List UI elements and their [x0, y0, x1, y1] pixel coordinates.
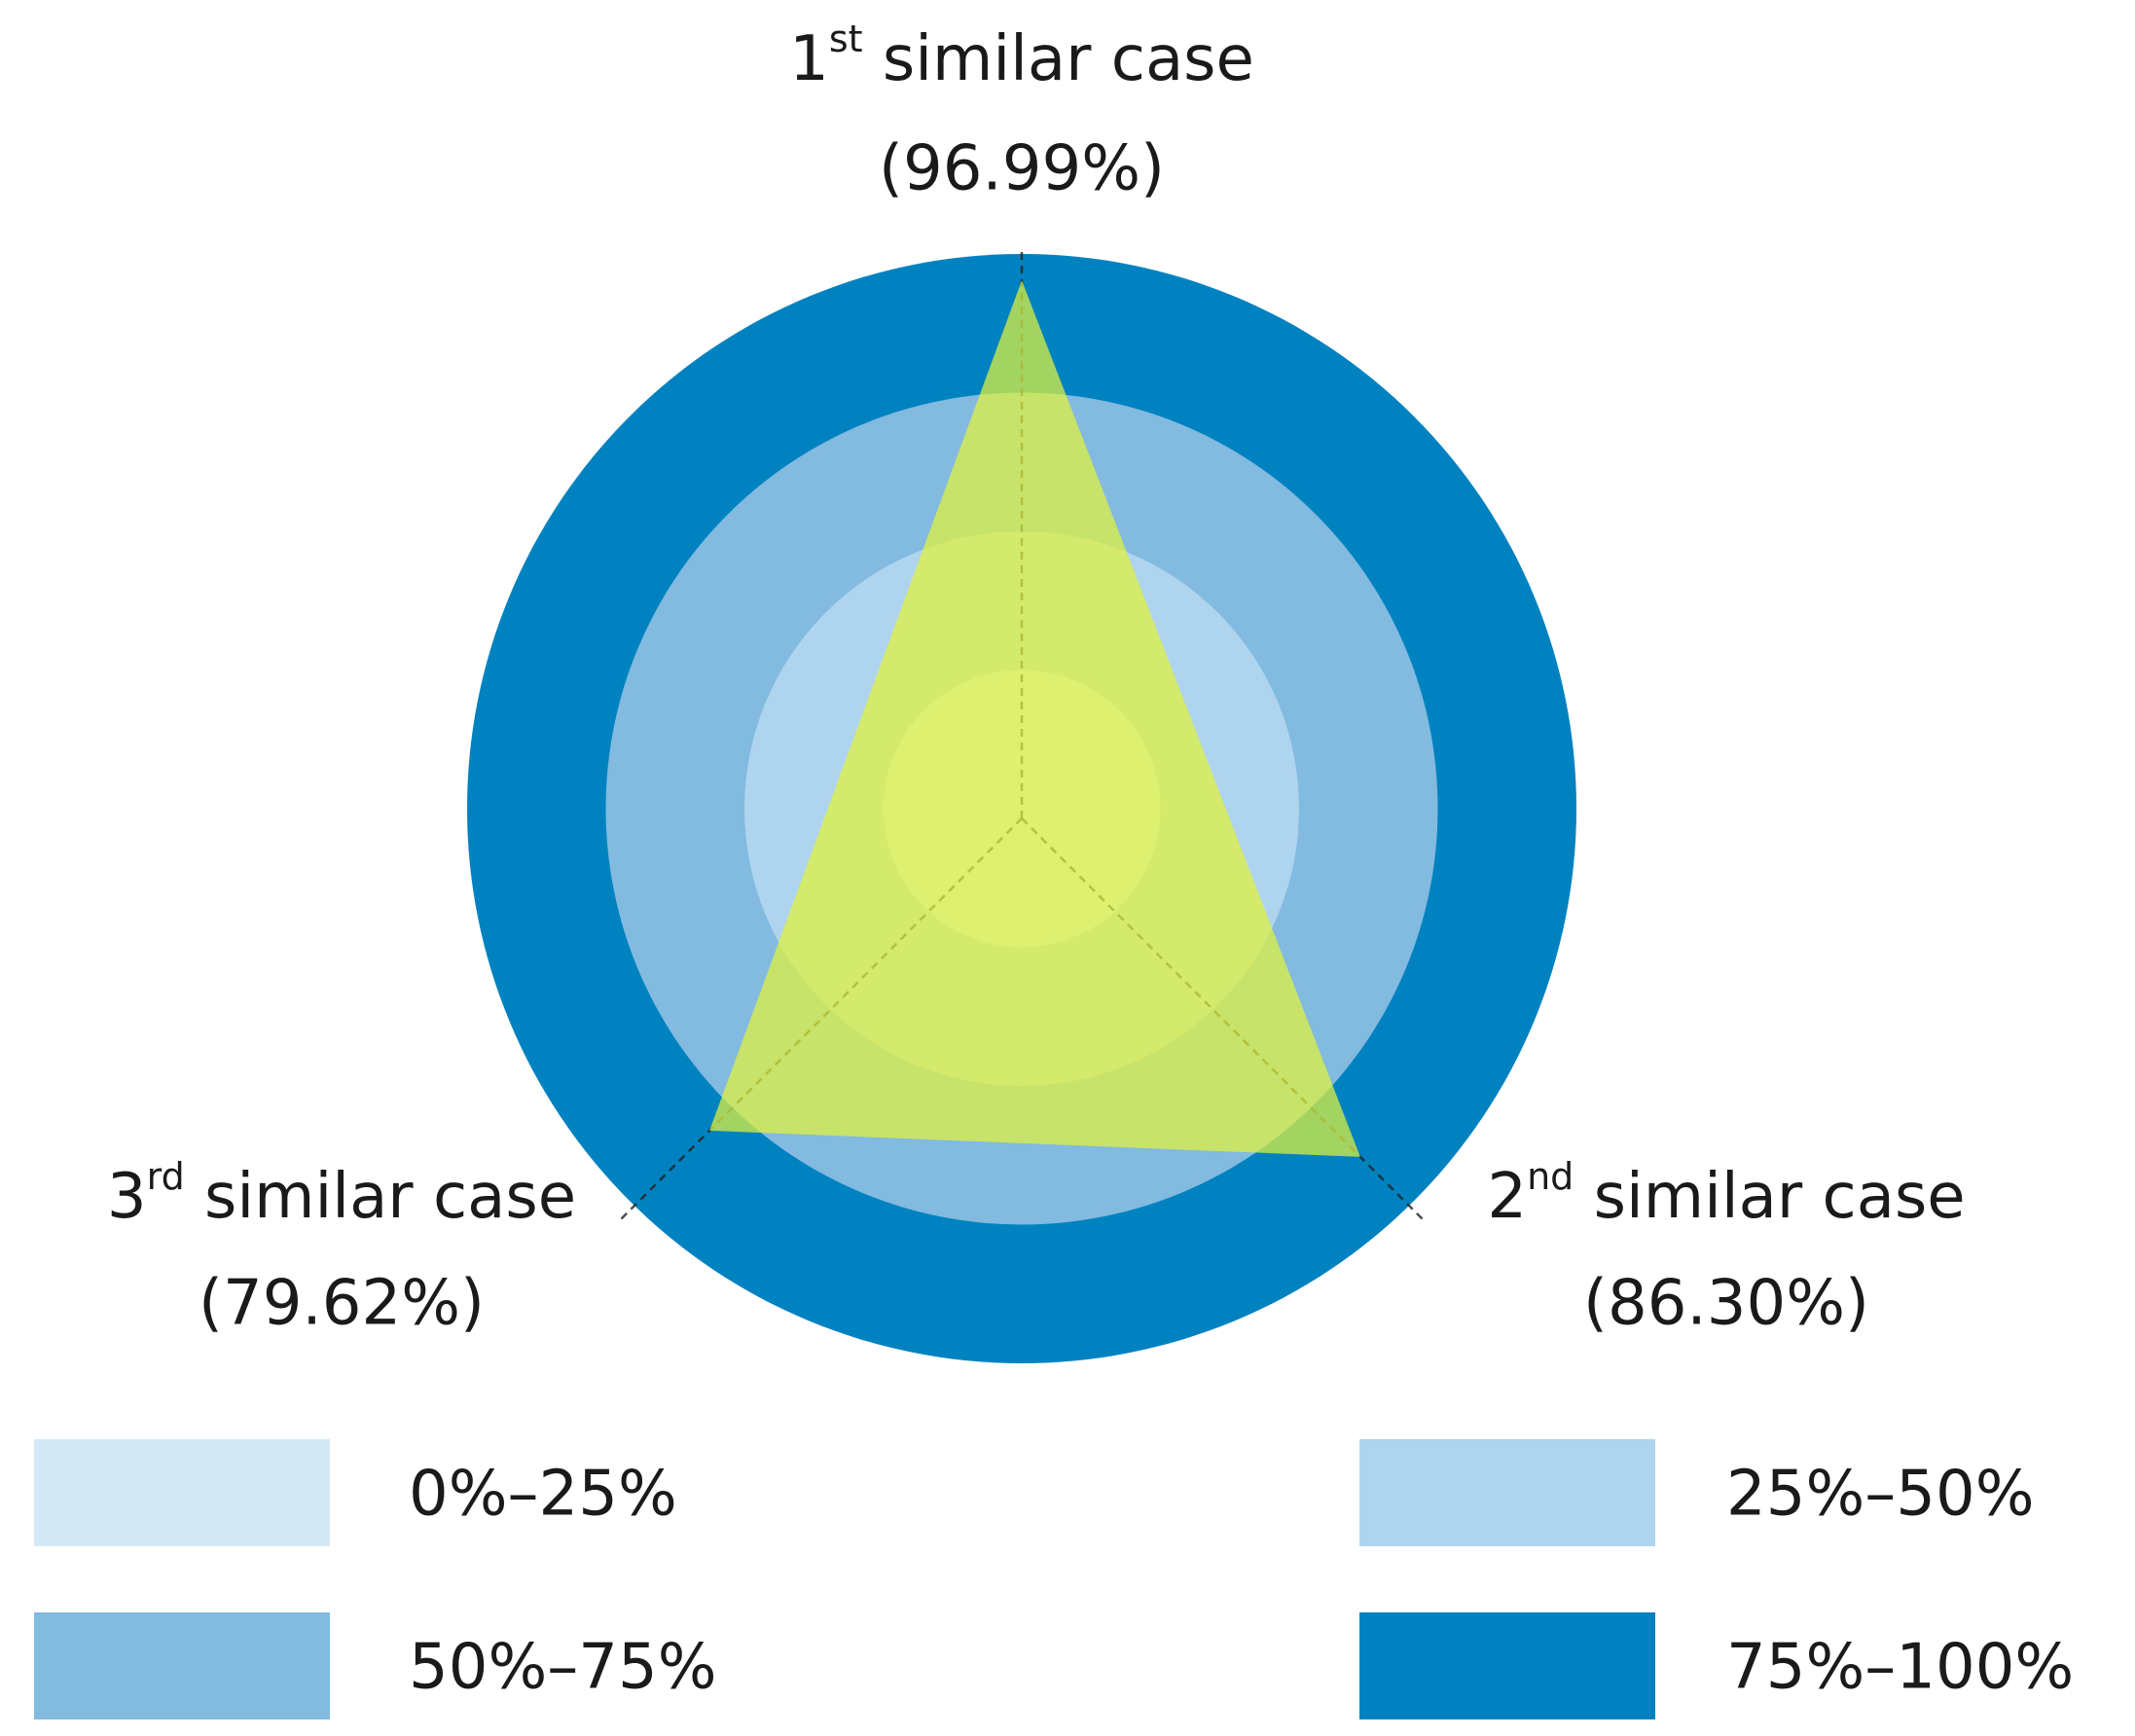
legend-swatch	[1359, 1612, 1655, 1719]
axis-label-part: 1	[789, 23, 829, 95]
axis-label-part: 2	[1487, 1161, 1527, 1233]
axis-label: 3rd similar case	[107, 1155, 576, 1233]
legend-label: 25%–50%	[1726, 1459, 2035, 1531]
axis-label-sup: nd	[1527, 1155, 1574, 1198]
value-label: (86.30%)	[1583, 1268, 1869, 1340]
value-label: (96.99%)	[879, 133, 1165, 205]
axis-label-part: similar case	[185, 1161, 576, 1233]
axis-label: 1st similar case	[789, 18, 1254, 95]
legend-label: 75%–100%	[1726, 1632, 2074, 1704]
legend-swatch	[34, 1439, 330, 1546]
radar-area	[709, 280, 1360, 1157]
value-label: (79.62%)	[199, 1268, 485, 1340]
axis-label-part: similar case	[1574, 1161, 1965, 1233]
axis-label: 2nd similar case	[1487, 1155, 1965, 1233]
legend-swatch	[1359, 1439, 1655, 1546]
axis-label-part: 3	[107, 1161, 147, 1233]
axis-label-sup: st	[829, 18, 863, 60]
legend-label: 0%–25%	[409, 1459, 677, 1531]
axis-label-part: similar case	[863, 23, 1254, 95]
legend-swatch	[34, 1612, 330, 1719]
axis-label-sup: rd	[147, 1155, 185, 1198]
legend-label: 50%–75%	[409, 1632, 717, 1704]
